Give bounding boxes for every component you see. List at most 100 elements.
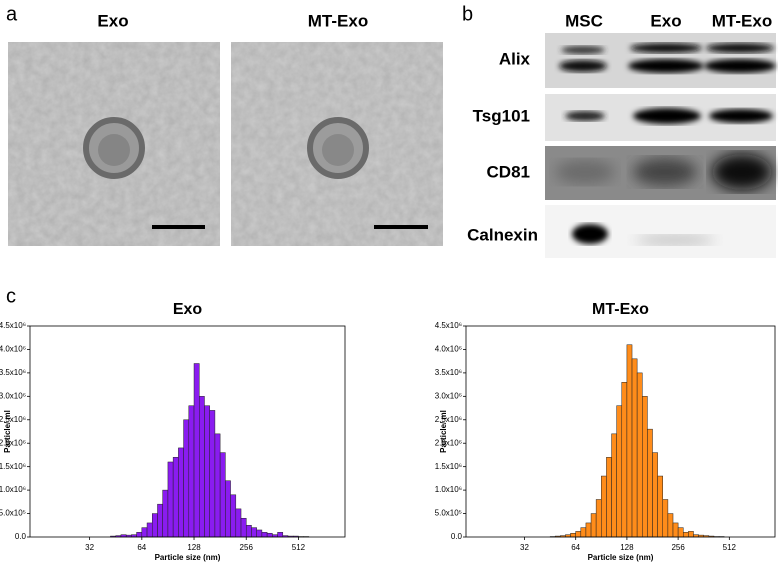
lane-label: MSC bbox=[565, 11, 603, 30]
x-tick-label: 512 bbox=[723, 543, 737, 552]
bar bbox=[261, 532, 268, 538]
bar bbox=[162, 489, 169, 538]
blot-row-label: Tsg101 bbox=[473, 106, 530, 125]
bar bbox=[626, 344, 633, 538]
lane-label: MT-Exo bbox=[712, 11, 772, 30]
x-tick-label: 64 bbox=[571, 543, 580, 552]
y-axis-label: Particle/ ml bbox=[3, 410, 12, 453]
bar bbox=[266, 532, 273, 538]
x-tick-label: 256 bbox=[671, 543, 685, 552]
x-tick-label: 128 bbox=[187, 543, 201, 552]
x-tick-label: 32 bbox=[85, 543, 94, 552]
bar bbox=[204, 405, 210, 538]
bar bbox=[256, 529, 263, 538]
y-tick-label: 4.0x10⁶ bbox=[0, 345, 26, 354]
y-tick-label: 1.5x10⁶ bbox=[0, 462, 26, 471]
y-tick-label: 2.0x10⁶ bbox=[435, 438, 462, 447]
blot-row-label: CD81 bbox=[487, 162, 530, 181]
blot-row-label: Calnexin bbox=[467, 225, 538, 244]
y-tick-label: 1.5x10⁶ bbox=[435, 462, 462, 471]
y-tick-label: 3.5x10⁶ bbox=[0, 368, 26, 377]
x-axis-label: Particle size (nm) bbox=[588, 553, 654, 562]
bar bbox=[662, 499, 669, 538]
image-title: Exo bbox=[97, 11, 128, 30]
bar bbox=[682, 532, 689, 538]
y-axis-label: Particle/ ml bbox=[439, 410, 448, 453]
bar bbox=[183, 419, 190, 538]
bar bbox=[688, 531, 694, 538]
x-tick-label: 512 bbox=[292, 543, 306, 552]
y-tick-label: 2.5x10⁶ bbox=[0, 415, 26, 424]
bar bbox=[152, 513, 158, 538]
bar bbox=[570, 532, 576, 538]
bar bbox=[672, 522, 679, 538]
blot-strip bbox=[545, 205, 776, 258]
bar bbox=[621, 382, 628, 538]
bar bbox=[652, 452, 658, 538]
x-tick-label: 32 bbox=[520, 543, 529, 552]
bar bbox=[225, 480, 231, 538]
x-axis-label: Particle size (nm) bbox=[155, 553, 221, 562]
panel-label: c bbox=[6, 285, 16, 307]
bar bbox=[595, 499, 602, 538]
bar bbox=[590, 513, 597, 538]
bar bbox=[677, 527, 684, 538]
bar bbox=[230, 494, 237, 538]
tem-image bbox=[231, 42, 443, 246]
panel-label: b bbox=[462, 3, 473, 25]
y-tick-label: 3.5x10⁶ bbox=[435, 368, 462, 377]
bar bbox=[167, 461, 174, 538]
bar bbox=[611, 433, 617, 538]
y-tick-label: 4.0x10⁶ bbox=[435, 345, 462, 354]
bar bbox=[606, 457, 612, 538]
bar bbox=[188, 405, 195, 538]
bar bbox=[172, 457, 179, 538]
image-title: MT-Exo bbox=[308, 11, 368, 30]
y-tick-label: 0.0 bbox=[451, 532, 463, 541]
bar bbox=[209, 410, 216, 538]
x-tick-label: 64 bbox=[137, 543, 146, 552]
bar bbox=[580, 527, 587, 538]
blot-strip bbox=[545, 146, 776, 200]
bar bbox=[136, 532, 143, 538]
y-tick-label: 5.0x10⁵ bbox=[0, 509, 26, 518]
bar bbox=[642, 396, 648, 538]
bar bbox=[575, 531, 582, 538]
y-tick-label: 3.0x10⁶ bbox=[0, 391, 26, 400]
bar bbox=[141, 527, 148, 538]
x-tick-label: 128 bbox=[620, 543, 634, 552]
y-tick-label: 4.5x10⁶ bbox=[0, 321, 26, 330]
blot-row-label: Alix bbox=[499, 49, 531, 68]
bar bbox=[219, 452, 226, 538]
bar bbox=[277, 532, 284, 538]
lane-label: Exo bbox=[650, 11, 681, 30]
bar bbox=[235, 508, 242, 538]
bar bbox=[240, 517, 247, 538]
panel-label: a bbox=[6, 3, 18, 25]
bar bbox=[214, 433, 221, 538]
bar bbox=[616, 405, 623, 538]
bar bbox=[146, 522, 153, 538]
plot-frame bbox=[29, 325, 346, 538]
bar bbox=[178, 447, 184, 538]
chart-title: MT-Exo bbox=[592, 301, 649, 318]
bar bbox=[251, 527, 257, 538]
bar bbox=[601, 475, 607, 538]
y-tick-label: 4.5x10⁶ bbox=[435, 321, 462, 330]
histograms: 0.0 5.0x10⁵ 1.0x10⁶ 1.5x10⁶ 2.0x10⁶ 2.5x10⁶ 3.… bbox=[0, 301, 776, 562]
bar bbox=[245, 525, 252, 538]
bar bbox=[193, 363, 200, 538]
y-tick-label: 2.0x10⁶ bbox=[0, 438, 26, 447]
tem-image bbox=[8, 42, 220, 246]
y-tick-label: 2.5x10⁶ bbox=[435, 415, 462, 424]
x-tick-label: 256 bbox=[240, 543, 254, 552]
y-tick-label: 3.0x10⁶ bbox=[435, 391, 462, 400]
bar bbox=[585, 522, 592, 538]
y-tick-label: 5.0x10⁵ bbox=[435, 509, 462, 518]
bar bbox=[157, 503, 163, 538]
bar bbox=[199, 396, 205, 538]
blot-strip bbox=[545, 94, 776, 141]
plot-frame bbox=[465, 325, 776, 538]
bar bbox=[667, 513, 674, 538]
